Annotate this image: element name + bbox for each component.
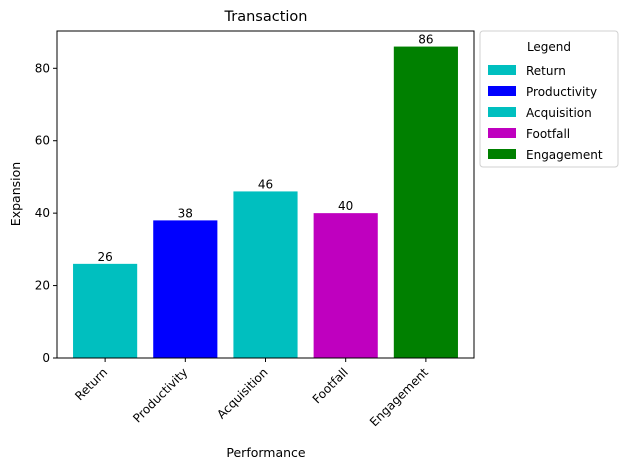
bar-productivity [153, 220, 218, 358]
x-tick-label-footfall: Footfall [310, 365, 351, 406]
legend-title: Legend [527, 40, 571, 54]
bar-acquisition [233, 191, 298, 358]
legend-label-productivity: Productivity [526, 85, 597, 99]
legend-entries: Return Productivity Acquisition Footfall Eng… [488, 64, 603, 162]
data-labels-layer: 26 38 46 40 86 [97, 33, 433, 264]
data-label-productivity: 38 [178, 206, 193, 220]
legend-label-engagement: Engagement [526, 148, 603, 162]
bar-engagement [393, 46, 458, 358]
y-tick-label-0: 0 [42, 351, 50, 365]
legend-label-return: Return [526, 64, 566, 78]
legend-swatch-productivity [488, 86, 516, 96]
legend-label-acquisition: Acquisition [526, 106, 592, 120]
bar-return [73, 263, 138, 358]
legend-swatch-return [488, 65, 516, 75]
chart-title: Transaction [224, 9, 308, 25]
data-label-acquisition: 46 [258, 177, 273, 191]
y-tick-label-40: 40 [35, 206, 50, 220]
x-tick-label-acquisition: Acquisition [214, 365, 270, 421]
x-tick-label-productivity: Productivity [130, 365, 190, 425]
legend-label-footfall: Footfall [526, 127, 570, 141]
x-axis-label: Performance [226, 445, 306, 460]
y-tick-label-80: 80 [35, 61, 50, 75]
bars-layer [73, 46, 458, 358]
legend-swatch-footfall [488, 128, 516, 138]
bar-footfall [313, 213, 378, 358]
legend: Legend Return Productivity Acquisition Foot… [479, 30, 619, 168]
data-label-footfall: 40 [338, 199, 353, 213]
x-tick-label-return: Return [72, 365, 110, 403]
plot-frame [56, 30, 475, 359]
data-label-engagement: 86 [418, 33, 433, 47]
y-axis-ticks: 0 20 40 60 80 [35, 61, 57, 365]
data-label-return: 26 [97, 250, 112, 264]
x-tick-label-engagement: Engagement [367, 365, 431, 429]
legend-swatch-acquisition [488, 107, 516, 117]
legend-swatch-engagement [488, 149, 516, 159]
y-tick-label-60: 60 [35, 134, 50, 148]
y-tick-label-20: 20 [35, 279, 50, 293]
y-axis-label: Expansion [8, 162, 23, 226]
x-axis-ticks: Return Productivity Acquisition Footfall Eng… [72, 358, 431, 429]
